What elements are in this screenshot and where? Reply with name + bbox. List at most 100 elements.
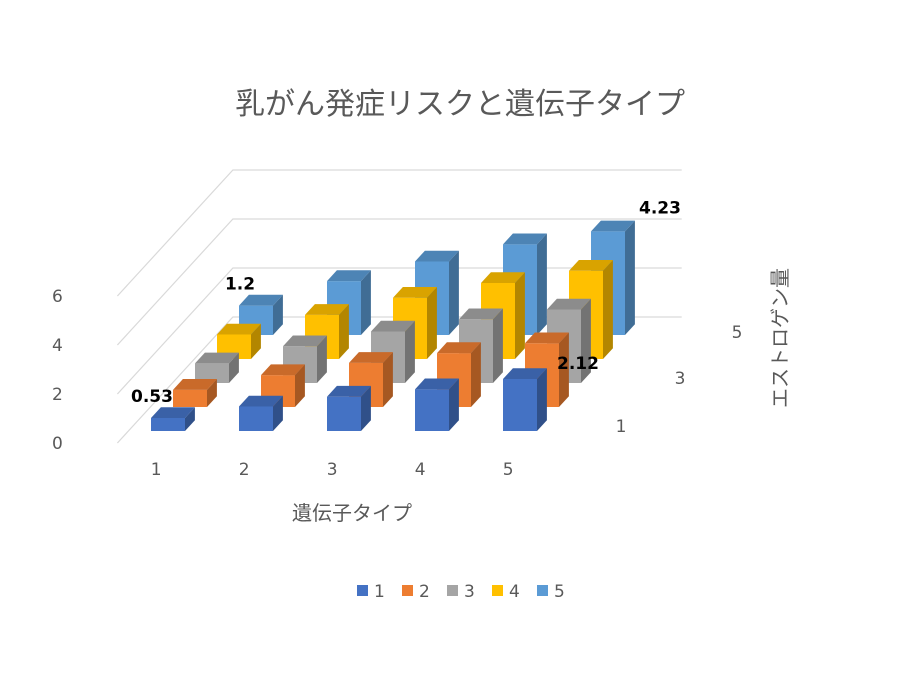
legend-label: 5 — [554, 582, 565, 602]
bar — [305, 304, 349, 359]
depth-axis-ticks: 1 3 5 — [616, 323, 743, 437]
bar-top — [217, 323, 261, 335]
y-tick-label: 6 — [52, 287, 63, 307]
bar-side — [449, 378, 459, 431]
bar-top — [327, 270, 371, 282]
bar-top — [503, 233, 547, 245]
bar-front — [173, 389, 207, 407]
bar-top — [481, 272, 525, 284]
bar-top — [151, 407, 195, 419]
bar — [173, 379, 217, 407]
bar-top — [239, 294, 283, 306]
data-labels: 0.53 1.2 2.12 4.23 — [131, 198, 681, 407]
bar-top — [261, 364, 305, 376]
legend-swatch — [447, 585, 458, 596]
bar-top — [547, 298, 591, 310]
gridline-6 — [116, 169, 682, 297]
bar-side — [229, 352, 239, 383]
bars — [151, 220, 635, 431]
depth-tick-label: 5 — [732, 323, 743, 343]
bar-side — [383, 352, 393, 407]
bar-side — [361, 385, 371, 431]
bar-side — [295, 364, 305, 407]
bar-side — [537, 368, 547, 431]
legend-label: 2 — [419, 582, 430, 602]
bar-side — [185, 407, 195, 431]
bar-side — [405, 320, 415, 383]
x-tick-label: 3 — [327, 460, 338, 480]
bar-side — [449, 250, 459, 335]
bar-front — [327, 396, 361, 431]
bar — [415, 378, 459, 431]
bar-side — [273, 395, 283, 431]
y-tick-label: 2 — [52, 385, 63, 405]
legend-label: 3 — [464, 582, 475, 602]
bar-side — [625, 220, 635, 335]
x-tick-label: 2 — [239, 460, 250, 480]
bar — [151, 407, 195, 431]
bar-top — [195, 352, 239, 364]
bar — [195, 352, 239, 383]
legend-item: 2 — [402, 582, 430, 602]
x-tick-label: 5 — [503, 460, 514, 480]
bar-top — [173, 379, 217, 390]
bar-side — [515, 272, 525, 359]
bar-top — [503, 368, 547, 380]
y-tick-label: 4 — [52, 336, 63, 356]
chart-title: 乳がん発症リスクと遺伝子タイプ — [235, 87, 685, 122]
bar-front — [415, 389, 449, 431]
data-label: 4.23 — [639, 198, 681, 218]
bar-front — [239, 406, 273, 431]
bar-top — [569, 260, 613, 271]
gridline-4 — [116, 218, 682, 346]
legend-swatch — [537, 585, 548, 596]
bar-top — [459, 308, 503, 320]
bar-side — [317, 335, 327, 383]
legend-label: 4 — [509, 582, 520, 602]
legend-swatch — [402, 585, 413, 596]
data-label: 1.2 — [225, 275, 255, 295]
bar-top — [437, 342, 481, 354]
depth-tick-label: 3 — [675, 369, 686, 389]
bar-side — [273, 294, 283, 335]
data-label: 0.53 — [131, 387, 173, 407]
bar — [349, 352, 393, 407]
bar — [239, 395, 283, 431]
depth-axis-title: エストロゲン量 — [768, 268, 792, 408]
legend-swatch — [357, 585, 368, 596]
bar-top — [305, 304, 349, 315]
bar-top — [283, 335, 327, 347]
bar-top — [327, 385, 371, 397]
bar-side — [361, 270, 371, 335]
legend-item: 4 — [492, 582, 520, 602]
bar — [503, 368, 547, 431]
bar-top — [239, 395, 283, 407]
legend: 1 2 3 4 5 — [357, 582, 565, 602]
bar-side — [537, 233, 547, 335]
bar-side — [207, 379, 217, 407]
bar-front — [503, 379, 537, 431]
bar-top — [415, 378, 459, 390]
bar-side — [251, 323, 261, 359]
bar-front — [151, 418, 185, 431]
bar-side — [603, 260, 613, 359]
bar-top — [393, 286, 437, 298]
bar-side — [493, 308, 503, 383]
bar-side — [339, 304, 349, 359]
bar-front — [195, 363, 229, 383]
legend-item: 1 — [357, 582, 385, 602]
bar-side — [427, 286, 437, 359]
bar-side — [559, 332, 569, 407]
bar-side — [471, 342, 481, 407]
legend-swatch — [492, 585, 503, 596]
y-axis-ticks: 0 2 4 6 — [52, 287, 63, 454]
bar — [327, 385, 371, 431]
legend-item: 5 — [537, 582, 565, 602]
x-axis-ticks: 1 2 3 4 5 — [151, 460, 514, 480]
legend-item: 3 — [447, 582, 475, 602]
legend-label: 1 — [374, 582, 385, 602]
x-tick-label: 1 — [151, 460, 162, 480]
bar-top — [371, 320, 415, 332]
